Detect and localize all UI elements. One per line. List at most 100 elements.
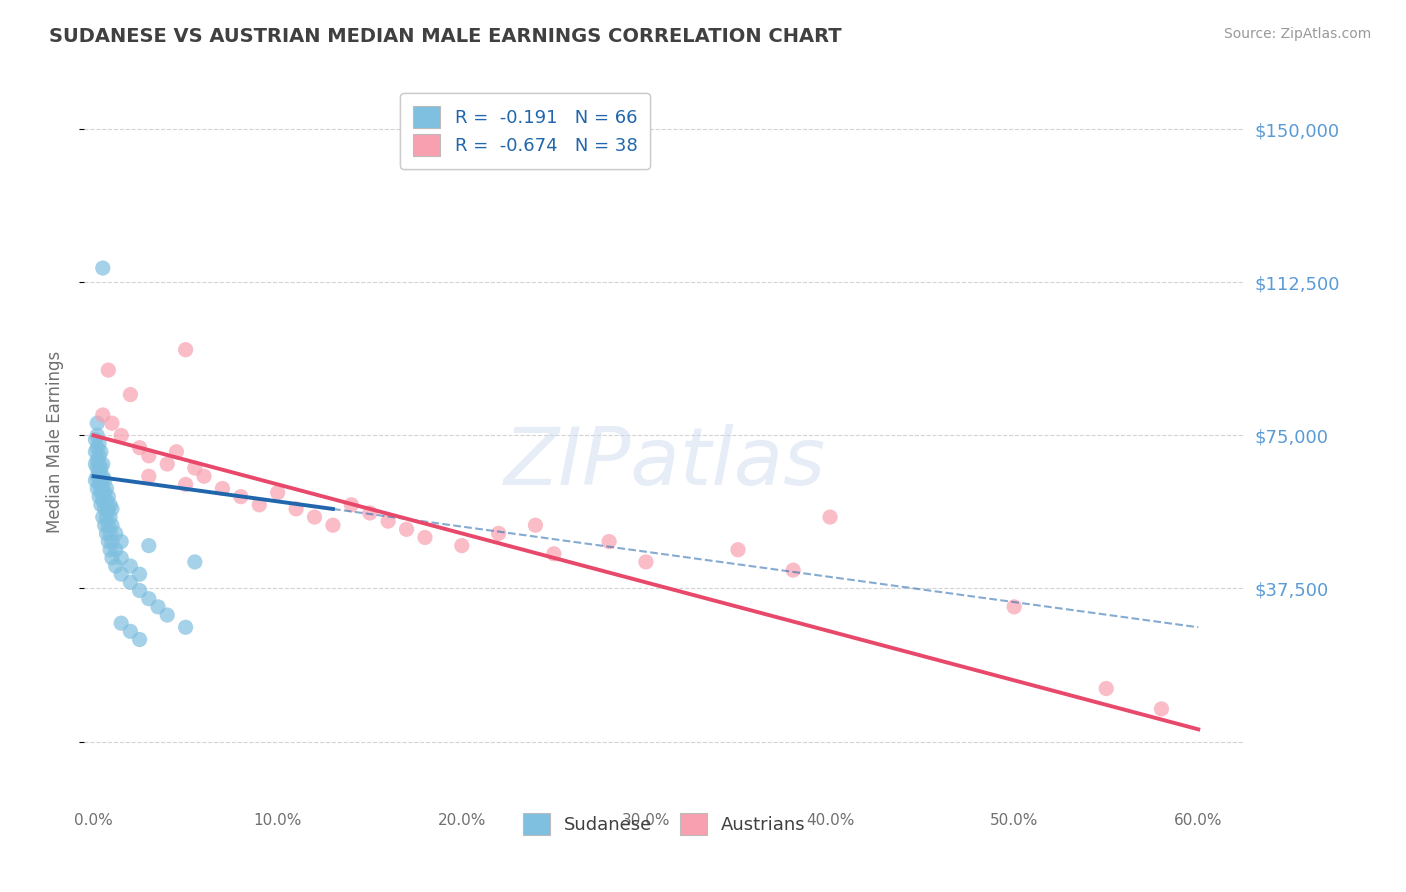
- Point: [138, 591, 160, 606]
- Point: [146, 599, 169, 614]
- Point: [395, 522, 418, 536]
- Point: [86, 461, 108, 475]
- Text: ZIPatlas: ZIPatlas: [503, 425, 825, 502]
- Point: [184, 555, 207, 569]
- Point: [128, 583, 150, 598]
- Point: [818, 510, 841, 524]
- Point: [193, 469, 215, 483]
- Y-axis label: Median Male Earnings: Median Male Earnings: [45, 351, 63, 533]
- Point: [91, 457, 114, 471]
- Point: [90, 485, 112, 500]
- Point: [211, 482, 233, 496]
- Point: [101, 502, 124, 516]
- Point: [91, 469, 114, 483]
- Point: [138, 539, 160, 553]
- Point: [598, 534, 620, 549]
- Point: [165, 444, 187, 458]
- Point: [97, 363, 120, 377]
- Point: [84, 444, 107, 458]
- Point: [120, 575, 142, 590]
- Point: [90, 461, 112, 475]
- Point: [90, 444, 112, 458]
- Point: [267, 485, 290, 500]
- Text: Source: ZipAtlas.com: Source: ZipAtlas.com: [1223, 27, 1371, 41]
- Point: [84, 473, 107, 487]
- Point: [104, 526, 127, 541]
- Point: [98, 498, 121, 512]
- Point: [1150, 702, 1173, 716]
- Point: [128, 632, 150, 647]
- Point: [110, 534, 132, 549]
- Point: [1002, 599, 1025, 614]
- Point: [96, 510, 118, 524]
- Point: [727, 542, 749, 557]
- Point: [285, 502, 308, 516]
- Point: [86, 469, 108, 483]
- Point: [184, 461, 207, 475]
- Point: [782, 563, 804, 577]
- Point: [90, 498, 112, 512]
- Point: [91, 261, 114, 276]
- Point: [229, 490, 252, 504]
- Point: [304, 510, 326, 524]
- Point: [101, 518, 124, 533]
- Point: [86, 416, 108, 430]
- Point: [634, 555, 657, 569]
- Legend: Sudanese, Austrians: Sudanese, Austrians: [510, 801, 818, 848]
- Point: [413, 531, 436, 545]
- Point: [97, 534, 120, 549]
- Point: [138, 469, 160, 483]
- Point: [97, 518, 120, 533]
- Point: [87, 436, 110, 450]
- Point: [450, 539, 472, 553]
- Point: [120, 559, 142, 574]
- Point: [86, 428, 108, 442]
- Point: [87, 457, 110, 471]
- Point: [97, 502, 120, 516]
- Point: [247, 498, 270, 512]
- Point: [91, 408, 114, 422]
- Point: [87, 465, 110, 479]
- Text: SUDANESE VS AUSTRIAN MEDIAN MALE EARNINGS CORRELATION CHART: SUDANESE VS AUSTRIAN MEDIAN MALE EARNING…: [49, 27, 842, 45]
- Point: [98, 526, 121, 541]
- Point: [174, 620, 197, 634]
- Point: [96, 482, 118, 496]
- Point: [101, 416, 124, 430]
- Point: [128, 441, 150, 455]
- Point: [110, 616, 132, 631]
- Point: [86, 482, 108, 496]
- Point: [1095, 681, 1118, 696]
- Point: [101, 534, 124, 549]
- Point: [101, 550, 124, 565]
- Point: [104, 559, 127, 574]
- Point: [96, 526, 118, 541]
- Point: [340, 498, 363, 512]
- Point: [156, 457, 179, 471]
- Point: [91, 510, 114, 524]
- Point: [86, 441, 108, 455]
- Point: [84, 433, 107, 447]
- Point: [96, 493, 118, 508]
- Point: [128, 567, 150, 582]
- Point: [93, 473, 115, 487]
- Point: [91, 482, 114, 496]
- Point: [377, 514, 399, 528]
- Point: [104, 542, 127, 557]
- Point: [156, 607, 179, 622]
- Point: [110, 567, 132, 582]
- Point: [98, 510, 121, 524]
- Point: [86, 453, 108, 467]
- Point: [359, 506, 381, 520]
- Point: [120, 624, 142, 639]
- Point: [91, 493, 114, 508]
- Point: [543, 547, 565, 561]
- Point: [84, 457, 107, 471]
- Point: [120, 387, 142, 401]
- Point: [87, 477, 110, 491]
- Point: [93, 502, 115, 516]
- Point: [138, 449, 160, 463]
- Point: [174, 343, 197, 357]
- Point: [110, 428, 132, 442]
- Point: [97, 490, 120, 504]
- Point: [322, 518, 344, 533]
